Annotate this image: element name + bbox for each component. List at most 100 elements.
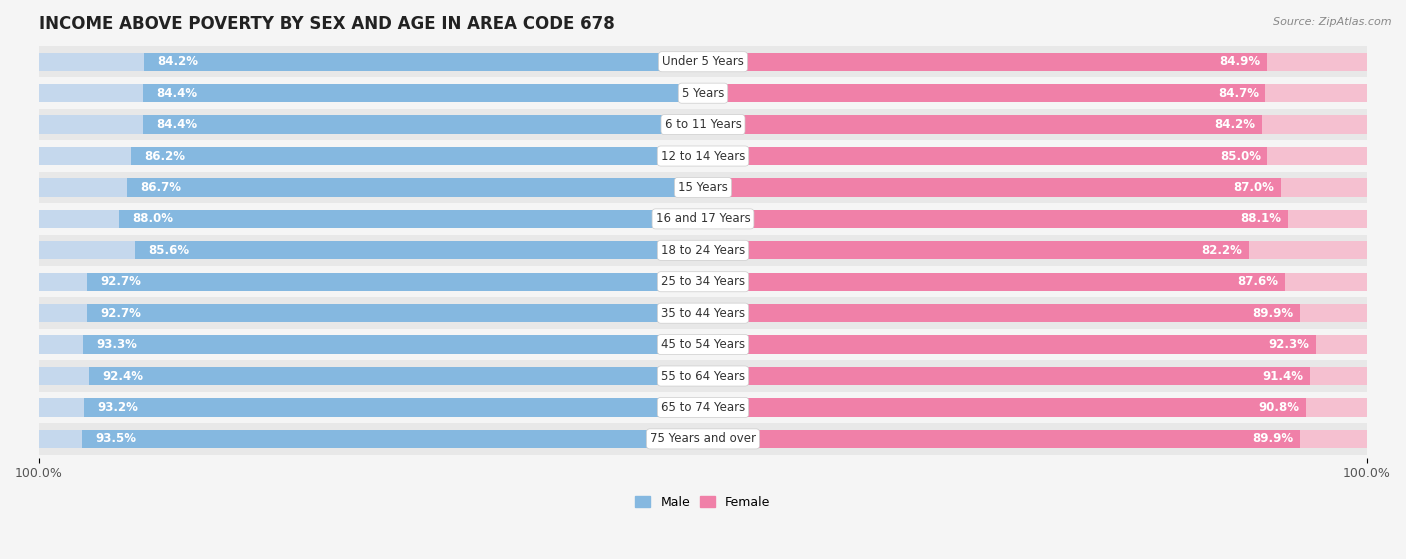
Text: 5 Years: 5 Years <box>682 87 724 100</box>
Text: 6 to 11 Years: 6 to 11 Years <box>665 118 741 131</box>
Bar <box>39 178 703 197</box>
Legend: Male, Female: Male, Female <box>630 491 776 514</box>
Text: 55 to 64 Years: 55 to 64 Years <box>661 369 745 382</box>
Bar <box>90 367 703 385</box>
Text: 85.6%: 85.6% <box>148 244 188 257</box>
Bar <box>39 235 1367 266</box>
Bar <box>118 210 703 228</box>
Bar <box>703 84 1265 102</box>
Bar <box>83 335 703 354</box>
Bar <box>143 53 703 71</box>
Text: 84.7%: 84.7% <box>1218 87 1258 100</box>
Text: 75 Years and over: 75 Years and over <box>650 432 756 446</box>
Text: 45 to 54 Years: 45 to 54 Years <box>661 338 745 351</box>
Text: 15 Years: 15 Years <box>678 181 728 194</box>
Text: 88.0%: 88.0% <box>132 212 173 225</box>
Bar <box>39 140 1367 172</box>
Text: 92.3%: 92.3% <box>1268 338 1309 351</box>
Text: 84.2%: 84.2% <box>157 55 198 68</box>
Text: 16 and 17 Years: 16 and 17 Years <box>655 212 751 225</box>
Text: 93.2%: 93.2% <box>97 401 138 414</box>
Bar <box>703 147 1367 165</box>
Bar <box>39 116 703 134</box>
Text: 85.0%: 85.0% <box>1220 149 1261 163</box>
Bar <box>39 84 703 102</box>
Bar <box>703 241 1249 259</box>
Bar <box>703 147 1267 165</box>
Bar <box>39 273 703 291</box>
Text: 18 to 24 Years: 18 to 24 Years <box>661 244 745 257</box>
Text: 86.2%: 86.2% <box>143 149 184 163</box>
Text: 65 to 74 Years: 65 to 74 Years <box>661 401 745 414</box>
Bar <box>39 367 703 385</box>
Bar <box>703 241 1367 259</box>
Bar <box>135 241 703 259</box>
Bar <box>703 84 1367 102</box>
Text: 92.7%: 92.7% <box>101 275 142 288</box>
Text: 35 to 44 Years: 35 to 44 Years <box>661 307 745 320</box>
Text: INCOME ABOVE POVERTY BY SEX AND AGE IN AREA CODE 678: INCOME ABOVE POVERTY BY SEX AND AGE IN A… <box>39 15 614 33</box>
Bar <box>84 399 703 416</box>
Bar <box>39 297 1367 329</box>
Text: Under 5 Years: Under 5 Years <box>662 55 744 68</box>
Text: 90.8%: 90.8% <box>1258 401 1299 414</box>
Bar <box>131 147 703 165</box>
Bar <box>39 329 1367 361</box>
Bar <box>703 178 1281 197</box>
Text: 84.4%: 84.4% <box>156 87 197 100</box>
Text: 25 to 34 Years: 25 to 34 Years <box>661 275 745 288</box>
Bar <box>703 367 1310 385</box>
Bar <box>142 84 703 102</box>
Bar <box>703 53 1367 71</box>
Bar <box>39 335 703 354</box>
Bar <box>703 430 1367 448</box>
Text: 84.4%: 84.4% <box>156 118 197 131</box>
Bar <box>703 53 1267 71</box>
Bar <box>703 273 1367 291</box>
Bar <box>703 399 1306 416</box>
Text: 88.1%: 88.1% <box>1240 212 1281 225</box>
Bar <box>39 304 703 323</box>
Bar <box>703 178 1367 197</box>
Text: 91.4%: 91.4% <box>1263 369 1303 382</box>
Bar <box>703 210 1367 228</box>
Bar <box>39 392 1367 423</box>
Bar <box>39 78 1367 109</box>
Bar <box>703 335 1367 354</box>
Bar <box>39 430 703 448</box>
Text: Source: ZipAtlas.com: Source: ZipAtlas.com <box>1274 17 1392 27</box>
Text: 93.5%: 93.5% <box>96 432 136 446</box>
Bar <box>703 430 1301 448</box>
Bar <box>703 116 1263 134</box>
Text: 89.9%: 89.9% <box>1253 432 1294 446</box>
Bar <box>703 367 1367 385</box>
Text: 89.9%: 89.9% <box>1253 307 1294 320</box>
Bar <box>87 304 703 323</box>
Bar <box>39 203 1367 235</box>
Text: 87.0%: 87.0% <box>1233 181 1274 194</box>
Bar <box>128 178 703 197</box>
Bar <box>39 361 1367 392</box>
Bar <box>39 109 1367 140</box>
Bar <box>703 304 1367 323</box>
Bar <box>39 147 703 165</box>
Bar <box>39 266 1367 297</box>
Bar <box>703 304 1301 323</box>
Text: 86.7%: 86.7% <box>141 181 181 194</box>
Bar <box>703 399 1367 416</box>
Bar <box>703 335 1316 354</box>
Text: 84.9%: 84.9% <box>1219 55 1260 68</box>
Text: 87.6%: 87.6% <box>1237 275 1278 288</box>
Bar <box>39 172 1367 203</box>
Text: 92.7%: 92.7% <box>101 307 142 320</box>
Bar <box>82 430 703 448</box>
Bar <box>39 423 1367 454</box>
Text: 12 to 14 Years: 12 to 14 Years <box>661 149 745 163</box>
Text: 82.2%: 82.2% <box>1201 244 1243 257</box>
Text: 84.2%: 84.2% <box>1215 118 1256 131</box>
Bar <box>39 241 703 259</box>
Bar <box>87 273 703 291</box>
Bar <box>39 210 703 228</box>
Bar <box>39 399 703 416</box>
Text: 93.3%: 93.3% <box>97 338 138 351</box>
